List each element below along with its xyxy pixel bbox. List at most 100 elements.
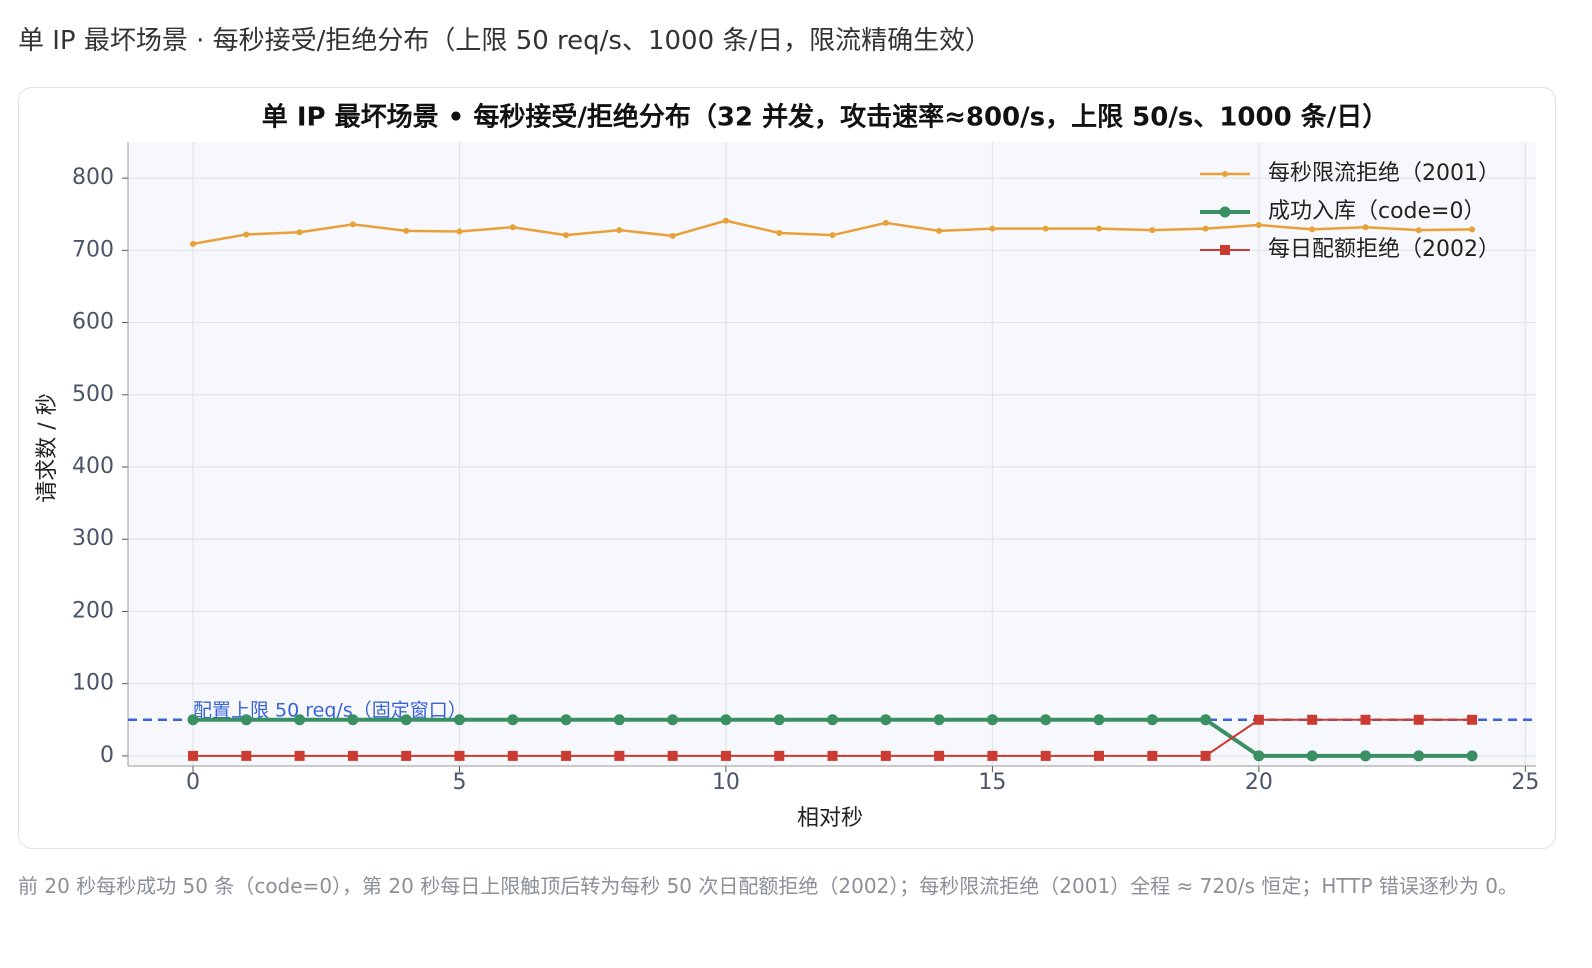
x-tick-label: 0 bbox=[186, 770, 200, 795]
x-tick-label: 25 bbox=[1511, 770, 1539, 795]
x-tick-label: 10 bbox=[712, 770, 740, 795]
y-tick-label: 200 bbox=[72, 598, 114, 623]
page-heading: 单 IP 最坏场景 · 每秒接受/拒绝分布（上限 50 req/s、1000 条… bbox=[18, 26, 992, 56]
marker bbox=[667, 714, 679, 726]
marker bbox=[1149, 227, 1156, 234]
marker bbox=[454, 750, 465, 761]
x-tick-label: 20 bbox=[1245, 770, 1273, 795]
marker bbox=[1093, 714, 1105, 726]
marker bbox=[933, 714, 945, 726]
marker bbox=[1359, 750, 1371, 762]
marker bbox=[509, 224, 516, 231]
marker bbox=[1200, 714, 1212, 726]
x-tick-label: 15 bbox=[978, 770, 1006, 795]
marker bbox=[401, 750, 412, 761]
marker bbox=[827, 714, 839, 726]
marker bbox=[776, 230, 783, 236]
marker bbox=[507, 714, 519, 726]
marker bbox=[1042, 225, 1049, 232]
marker bbox=[1220, 245, 1230, 255]
marker bbox=[561, 750, 572, 761]
x-tick-label: 5 bbox=[452, 770, 466, 795]
marker bbox=[987, 750, 998, 761]
legend-label: 成功入库（code=0） bbox=[1268, 199, 1486, 224]
y-tick-label: 600 bbox=[72, 310, 114, 335]
marker bbox=[773, 714, 785, 726]
y-tick-label: 0 bbox=[100, 743, 114, 768]
marker bbox=[347, 714, 359, 726]
marker bbox=[563, 232, 570, 239]
marker bbox=[616, 227, 623, 234]
marker bbox=[613, 714, 625, 726]
x-axis-label: 相对秒 bbox=[797, 806, 863, 831]
marker bbox=[1255, 222, 1262, 229]
marker bbox=[1093, 750, 1104, 761]
marker bbox=[1467, 714, 1478, 725]
plot-area bbox=[128, 142, 1536, 766]
marker bbox=[936, 227, 943, 234]
y-tick-label: 500 bbox=[72, 382, 114, 407]
marker bbox=[1040, 714, 1052, 726]
marker bbox=[989, 225, 996, 232]
marker bbox=[1253, 714, 1264, 725]
y-axis-label: 请求数 / 秒 bbox=[35, 393, 60, 502]
marker bbox=[669, 232, 676, 239]
marker bbox=[720, 714, 732, 726]
marker bbox=[400, 714, 412, 726]
marker bbox=[296, 229, 303, 236]
marker bbox=[722, 217, 729, 224]
marker bbox=[188, 750, 199, 761]
caption: 前 20 秒每秒成功 50 条（code=0），第 20 秒每日上限触顶后转为每… bbox=[18, 874, 1518, 898]
marker bbox=[243, 231, 250, 238]
marker bbox=[403, 227, 410, 234]
marker bbox=[667, 750, 678, 761]
marker bbox=[240, 714, 252, 726]
marker bbox=[1466, 750, 1478, 762]
marker bbox=[1307, 714, 1318, 725]
marker bbox=[507, 750, 518, 761]
marker bbox=[986, 714, 998, 726]
marker bbox=[1146, 714, 1158, 726]
marker bbox=[1147, 750, 1158, 761]
marker bbox=[1200, 750, 1211, 761]
y-tick-label: 700 bbox=[72, 237, 114, 262]
marker bbox=[880, 714, 892, 726]
marker bbox=[1222, 171, 1228, 177]
marker bbox=[349, 221, 356, 228]
marker bbox=[347, 750, 358, 761]
marker bbox=[294, 750, 305, 761]
marker bbox=[241, 750, 252, 761]
marker bbox=[934, 750, 945, 761]
marker bbox=[1095, 225, 1102, 232]
chart-card bbox=[18, 87, 1556, 849]
marker bbox=[720, 750, 731, 761]
marker bbox=[827, 750, 838, 761]
marker bbox=[1253, 750, 1265, 762]
limit-label: 配置上限 50 req/s（固定窗口） bbox=[193, 699, 467, 721]
marker bbox=[456, 228, 463, 235]
marker bbox=[187, 714, 199, 726]
marker bbox=[829, 232, 836, 239]
y-tick-label: 800 bbox=[72, 165, 114, 190]
marker bbox=[1309, 226, 1316, 233]
marker bbox=[1306, 750, 1318, 762]
marker bbox=[1413, 750, 1425, 762]
marker bbox=[560, 714, 572, 726]
marker bbox=[1219, 206, 1231, 218]
y-tick-label: 300 bbox=[72, 526, 114, 551]
legend-label: 每日配额拒绝（2002） bbox=[1268, 237, 1500, 262]
legend-label: 每秒限流拒绝（2001） bbox=[1268, 161, 1500, 186]
marker bbox=[190, 240, 197, 247]
y-tick-label: 400 bbox=[72, 454, 114, 479]
marker bbox=[882, 219, 889, 226]
marker bbox=[774, 750, 785, 761]
marker bbox=[1413, 714, 1424, 725]
marker bbox=[1469, 226, 1476, 233]
marker bbox=[1040, 750, 1051, 761]
marker bbox=[614, 750, 625, 761]
marker bbox=[1202, 225, 1209, 232]
y-tick-label: 100 bbox=[72, 671, 114, 696]
marker bbox=[1360, 714, 1371, 725]
